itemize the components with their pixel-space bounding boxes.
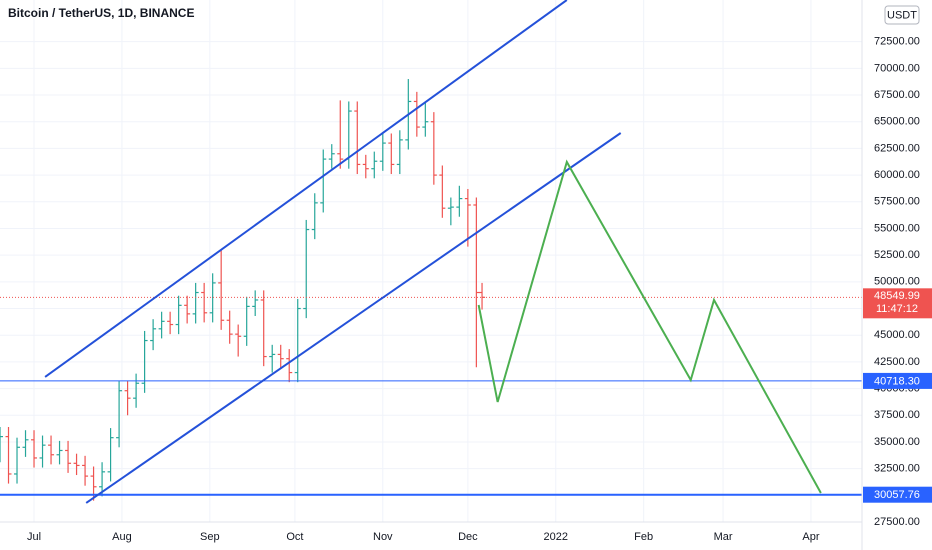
x-tick-label: Apr [802,531,819,543]
last-price-box [863,288,932,319]
x-tick-label: Sep [200,531,220,543]
y-tick-label: 70000.00 [874,62,920,74]
y-tick-label: 60000.00 [874,169,920,181]
level-label-box [863,372,932,389]
y-tick-label: 57500.00 [874,196,920,208]
level-label-box [863,486,932,503]
y-tick-label: 52500.00 [874,249,920,261]
projection-path [477,159,822,494]
y-tick-label: 55000.00 [874,222,920,234]
x-tick-label: Oct [286,531,303,543]
y-tick-label: 62500.00 [874,142,920,154]
x-tick-label: 2022 [544,531,568,543]
y-tick-label: 37500.00 [874,409,920,421]
level-label: 40718.30 [874,375,920,387]
y-tick-label: 42500.00 [874,356,920,368]
y-tick-label: 45000.00 [874,329,920,341]
x-tick-label: Aug [112,531,132,543]
trend-line [85,132,622,504]
level-label: 30057.76 [874,489,920,501]
countdown-label: 11:47:12 [876,303,918,315]
y-tick-label: 67500.00 [874,89,920,101]
x-tick-label: Dec [458,531,478,543]
y-tick-label: 32500.00 [874,463,920,475]
trend-line [44,0,568,378]
y-tick-label: 27500.00 [874,516,920,528]
chart-title: Bitcoin / TetherUS, 1D, BINANCE [8,6,194,20]
x-tick-label: Nov [373,531,393,543]
y-tick-label: 65000.00 [874,116,920,128]
y-tick-label: 50000.00 [874,276,920,288]
currency-badge[interactable] [884,5,920,25]
y-tick-label: 72500.00 [874,36,920,48]
axes: 27500.0030000.0032500.0035000.0037500.00… [27,36,932,543]
last-price-label: 48549.99 [874,290,920,302]
x-tick-label: Mar [714,531,733,543]
plot-area [0,0,862,523]
y-tick-label: 35000.00 [874,436,920,448]
x-tick-label: Jul [27,531,41,543]
currency-label[interactable]: USDT [887,9,917,21]
x-tick-label: Feb [634,531,653,543]
